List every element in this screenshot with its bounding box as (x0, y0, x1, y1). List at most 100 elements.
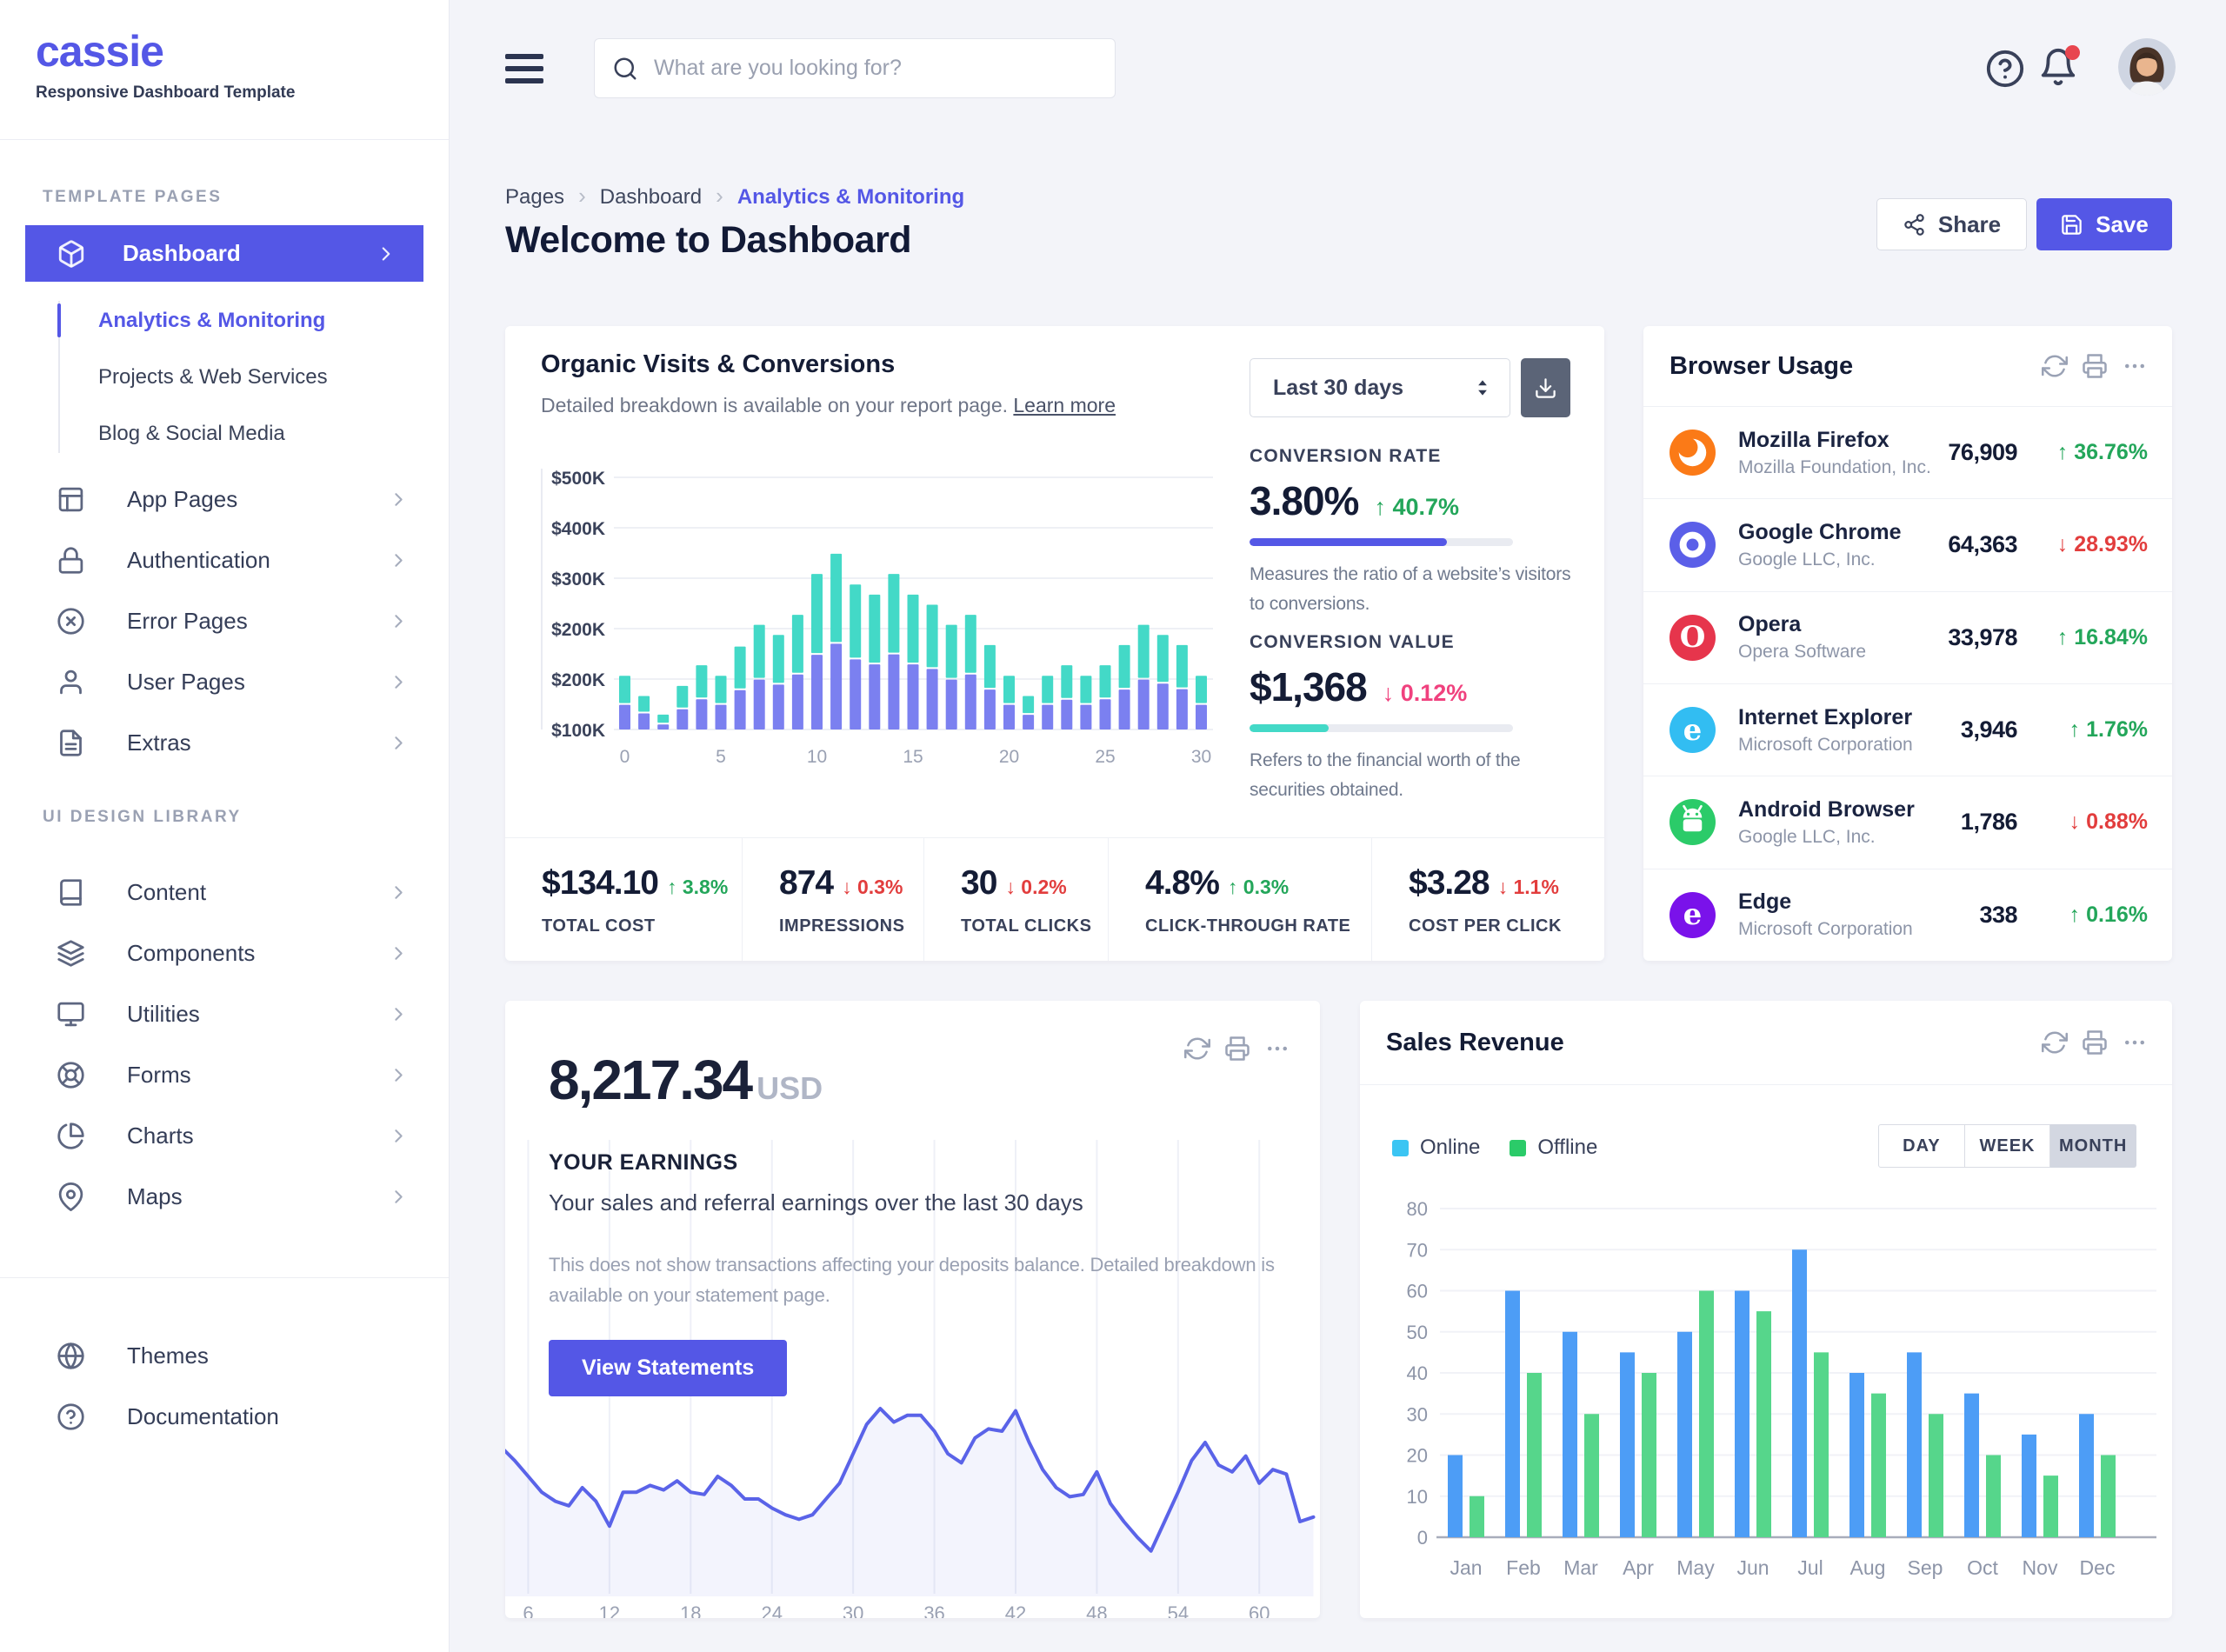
sidebar-item-charts[interactable]: Charts (0, 1105, 449, 1166)
toggle-day[interactable]: DAY (1878, 1124, 1965, 1168)
svg-text:6: 6 (523, 1602, 533, 1618)
browser-value: 33,978 (1948, 623, 2017, 650)
sidebar-item-utilities[interactable]: Utilities (0, 983, 449, 1044)
sidebar-item-documentation[interactable]: Documentation (0, 1386, 449, 1447)
help-icon[interactable] (1985, 49, 2025, 89)
browser-row-android-browser[interactable]: Android Browser Google LLC, Inc. 1,786 ↓ 0.… (1643, 776, 2172, 868)
browser-row-google-chrome[interactable]: Google Chrome Google LLC, Inc. 64,363 ↓ 28.… (1643, 498, 2172, 590)
more-options-icon[interactable] (1264, 1036, 1290, 1062)
svg-text:60: 60 (1407, 1281, 1428, 1302)
lock-icon (57, 546, 85, 575)
browser-name: Google Chrome (1738, 519, 1902, 544)
sidebar-item-themes[interactable]: Themes (0, 1325, 449, 1386)
browser-company: Opera Software (1738, 642, 1867, 663)
svg-text:Apr: Apr (1623, 1556, 1654, 1579)
browser-row-opera[interactable]: O Opera Opera Software 33,978 ↑ 16.84% (1643, 590, 2172, 683)
notification-dot (2065, 45, 2080, 60)
print-icon[interactable] (1224, 1036, 1250, 1062)
sidebar-item-app-pages[interactable]: App Pages (0, 469, 449, 530)
breadcrumb-separator: › (578, 183, 586, 209)
section-ui-design-library: UI DESIGN LIBRARY (43, 808, 242, 826)
sidebar-item-components[interactable]: Components (0, 923, 449, 983)
sidebar-subitem-blog-social-media[interactable]: Blog & Social Media (98, 421, 285, 445)
save-button[interactable]: Save (2036, 198, 2172, 250)
browser-row-mozilla-firefox[interactable]: Mozilla Firefox Mozilla Foundation, Inc. 7… (1643, 407, 2172, 498)
print-icon[interactable] (2082, 353, 2108, 379)
opera-icon: O (1670, 614, 1716, 661)
breadcrumb-pages[interactable]: Pages (505, 185, 565, 209)
svg-text:Dec: Dec (2080, 1556, 2116, 1579)
svg-text:15: 15 (903, 747, 923, 767)
sidebar-item-authentication[interactable]: Authentication (0, 530, 449, 590)
sidebar-item-maps[interactable]: Maps (0, 1166, 449, 1227)
sales-revenue-card: Sales Revenue Online Offline DAY WEEK MO… (1360, 1001, 2172, 1618)
stat-value: 4.8% (1145, 864, 1220, 902)
notifications-button[interactable] (2038, 45, 2082, 90)
browser-name: Edge (1738, 889, 1792, 915)
browser-company: Microsoft Corporation (1738, 919, 1913, 940)
browser-delta: ↓ 0.88% (2069, 809, 2148, 835)
divider (0, 139, 449, 140)
more-options-icon[interactable] (2122, 353, 2148, 379)
earnings-currency: USD (756, 1070, 823, 1106)
sidebar-item-error-pages[interactable]: Error Pages (0, 590, 449, 651)
chevron-right-icon (388, 1003, 410, 1025)
stat-label: IMPRESSIONS (779, 916, 905, 936)
browser-row-internet-explorer[interactable]: e Internet Explorer Microsoft Corporation 3… (1643, 683, 2172, 776)
browser-name: Mozilla Firefox (1738, 427, 1889, 452)
more-options-icon[interactable] (2122, 1029, 2148, 1056)
android-browser-icon (1670, 799, 1716, 846)
browser-row-edge[interactable]: e Edge Microsoft Corporation 338 ↑ 0.16% (1643, 868, 2172, 961)
stat-value: 874 (779, 864, 834, 902)
menu-icon[interactable] (505, 54, 543, 83)
toggle-month[interactable]: MONTH (2050, 1124, 2137, 1168)
sidebar-item-extras[interactable]: Extras (0, 712, 449, 773)
toggle-week[interactable]: WEEK (1964, 1124, 2051, 1168)
breadcrumb-analytics-monitoring[interactable]: Analytics & Monitoring (736, 185, 965, 209)
layout-icon (57, 485, 85, 514)
chevron-right-icon (375, 243, 397, 265)
google-chrome-icon (1670, 522, 1716, 569)
stat-delta: ↓ 0.3% (842, 876, 903, 898)
refresh-icon[interactable] (2042, 1029, 2068, 1056)
sidebar-item-forms[interactable]: Forms (0, 1044, 449, 1105)
stat-total-clicks: 30 ↓ 0.2% TOTAL CLICKS (923, 838, 1108, 961)
sidebar-item-label: Charts (127, 1122, 194, 1149)
svg-text:5: 5 (716, 747, 726, 767)
print-icon[interactable] (2082, 1029, 2108, 1056)
svg-text:36: 36 (923, 1602, 944, 1618)
layers-icon (57, 939, 85, 968)
earnings-heading: YOUR EARNINGS (549, 1150, 738, 1175)
share-icon (1903, 213, 1926, 236)
sidebar-footer-nav: Themes Documentation (0, 1325, 449, 1447)
svg-text:Mar: Mar (1563, 1556, 1598, 1579)
sidebar-item-content[interactable]: Content (0, 862, 449, 923)
sidebar-item-user-pages[interactable]: User Pages (0, 651, 449, 712)
svg-text:$400K: $400K (551, 519, 605, 539)
search-input[interactable] (654, 56, 1097, 81)
avatar[interactable] (2118, 38, 2176, 96)
refresh-icon[interactable] (1184, 1036, 1210, 1062)
date-range-select[interactable]: Last 30 days (1250, 358, 1510, 417)
app-logo[interactable]: cassie (36, 27, 164, 76)
earnings-note: This does not show transactions affectin… (549, 1254, 1275, 1306)
refresh-icon[interactable] (2042, 353, 2068, 379)
chevron-right-icon (388, 550, 410, 571)
sidebar-subitem-projects-web-services[interactable]: Projects & Web Services (98, 364, 328, 389)
chevron-right-icon (388, 1064, 410, 1086)
sidebar-item-dashboard[interactable]: Dashboard (25, 225, 423, 282)
svg-text:$300K: $300K (551, 570, 605, 590)
sidebar-subitem-analytics-monitoring[interactable]: Analytics & Monitoring (0, 292, 449, 349)
svg-text:50: 50 (1407, 1322, 1428, 1343)
download-button[interactable] (1521, 358, 1570, 417)
view-statements-button[interactable]: View Statements (549, 1340, 788, 1396)
breadcrumb: Pages › Dashboard › Analytics & Monitoring (505, 183, 964, 210)
map-pin-icon (57, 1182, 85, 1211)
breadcrumb-dashboard[interactable]: Dashboard (599, 185, 703, 209)
conversion-value-desc: Refers to the financial worth of the sec… (1250, 750, 1521, 800)
share-button[interactable]: Share (1876, 198, 2027, 250)
browser-value: 3,946 (1960, 716, 2018, 743)
learn-more-link[interactable]: Learn more (1013, 394, 1116, 416)
svg-text:60: 60 (1249, 1602, 1270, 1618)
legend-swatch-offline (1510, 1139, 1527, 1156)
